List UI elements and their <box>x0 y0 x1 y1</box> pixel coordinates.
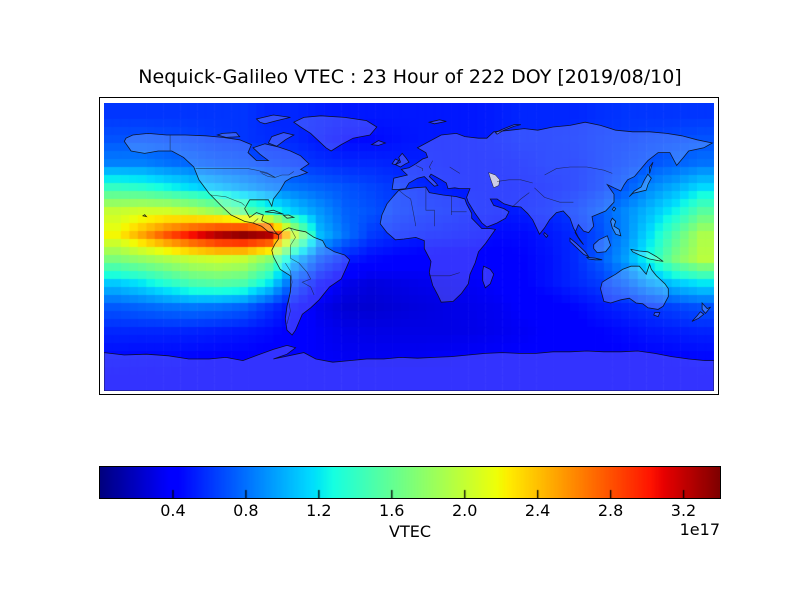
colorbar-tick-label: 0.4 <box>160 501 186 520</box>
colorbar-tick-label: 2.8 <box>597 501 624 520</box>
colorbar-tick-label: 1.2 <box>306 501 332 520</box>
map-frame <box>99 97 719 395</box>
colorbar-tick-label: 1.6 <box>379 501 405 520</box>
colorbar-tick-label: 3.2 <box>670 501 697 520</box>
vtec-heatmap-canvas <box>104 103 714 391</box>
colorbar-tick-label: 2.0 <box>451 501 478 520</box>
colorbar-gradient <box>100 467 720 498</box>
colorbar-frame <box>99 466 721 499</box>
colorbar-axis-label: VTEC <box>389 522 431 541</box>
colorbar-tick-label: 0.8 <box>233 501 259 520</box>
colorbar-tick-label: 2.4 <box>524 501 551 520</box>
chart-title: Nequick-Galileo VTEC : 23 Hour of 222 DO… <box>138 66 682 88</box>
colorbar-offset-label: 1e17 <box>679 520 720 539</box>
